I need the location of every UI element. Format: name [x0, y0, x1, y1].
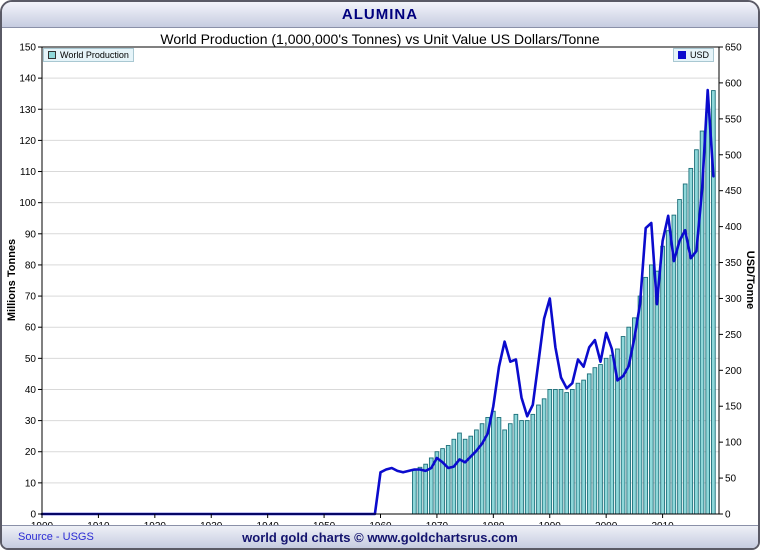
- svg-text:350: 350: [725, 258, 742, 269]
- svg-text:10: 10: [25, 478, 37, 489]
- left-axis-title: Millions Tonnes: [6, 238, 18, 322]
- svg-text:120: 120: [19, 136, 36, 147]
- title-bar: ALUMINA: [2, 2, 758, 28]
- svg-text:30: 30: [25, 416, 37, 427]
- svg-text:140: 140: [19, 74, 36, 85]
- svg-text:300: 300: [725, 294, 742, 305]
- svg-text:130: 130: [19, 105, 36, 116]
- svg-text:100: 100: [725, 438, 742, 449]
- footer-bar: Source - USGS world gold charts © www.go…: [2, 525, 758, 548]
- svg-text:150: 150: [19, 43, 36, 54]
- svg-text:450: 450: [725, 186, 742, 197]
- svg-text:400: 400: [725, 222, 742, 233]
- svg-text:60: 60: [25, 323, 37, 334]
- chart-subtitle: World Production (1,000,000's Tonnes) vs…: [160, 31, 600, 47]
- svg-text:20: 20: [25, 447, 37, 458]
- legend-usd-label: USD: [689, 50, 709, 60]
- svg-text:250: 250: [725, 330, 742, 341]
- svg-text:550: 550: [725, 114, 742, 125]
- chart-title: ALUMINA: [341, 6, 419, 23]
- svg-text:150: 150: [725, 402, 742, 413]
- svg-text:200: 200: [725, 366, 742, 377]
- source-text: Source - USGS: [18, 531, 94, 543]
- svg-text:50: 50: [725, 474, 737, 485]
- legend-world-production: World Production: [43, 48, 134, 62]
- svg-text:650: 650: [725, 43, 742, 54]
- svg-text:90: 90: [25, 229, 37, 240]
- svg-text:500: 500: [725, 150, 742, 161]
- svg-text:110: 110: [20, 167, 36, 178]
- legend-world-production-label: World Production: [60, 50, 129, 60]
- usd-swatch-icon: [677, 51, 686, 59]
- svg-text:0: 0: [725, 510, 731, 521]
- svg-text:100: 100: [19, 198, 36, 209]
- legend-usd: USD: [672, 48, 714, 62]
- svg-text:600: 600: [725, 78, 742, 89]
- world-production-swatch-icon: [48, 51, 56, 59]
- svg-text:0: 0: [30, 510, 36, 521]
- svg-text:40: 40: [25, 385, 37, 396]
- svg-text:50: 50: [25, 354, 37, 365]
- svg-text:80: 80: [25, 260, 37, 271]
- svg-text:70: 70: [25, 292, 37, 303]
- credit-text: world gold charts © www.goldchartsrus.co…: [242, 530, 518, 545]
- right-axis-title: USD/Tonne: [744, 250, 756, 310]
